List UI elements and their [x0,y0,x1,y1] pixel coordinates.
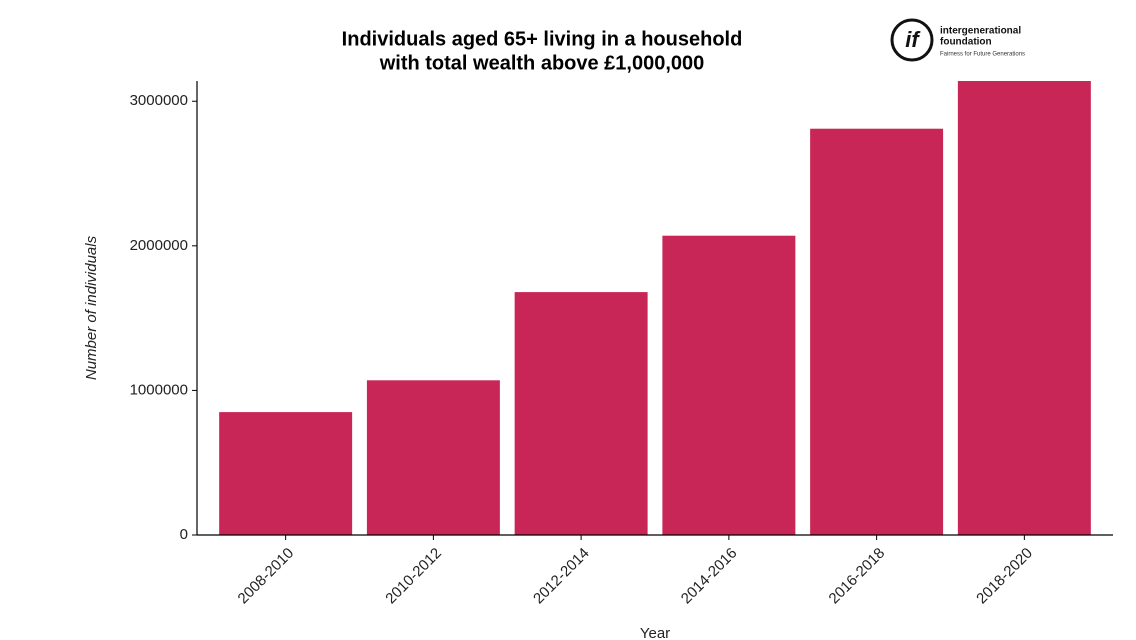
chart-title: with total wealth above £1,000,000 [379,52,705,74]
chart-title: Individuals aged 65+ living in a househo… [342,28,743,50]
bar [957,81,1091,535]
logo-name: foundation [940,37,992,48]
logo-tagline: Fairness for Future Generations [940,52,1025,58]
x-tick-label: 2016-2018 [826,545,889,608]
bar [219,412,353,535]
x-axis-label: Year [640,625,670,640]
bar [366,380,500,535]
logo-circle [890,18,934,62]
x-tick-label: 2018-2020 [973,545,1036,608]
y-axis-label: Number of individuals [83,235,100,380]
y-tick-label: 3000000 [130,92,188,109]
y-tick-label: 1000000 [130,381,188,398]
bar [514,292,648,535]
x-tick-label: 2008-2010 [235,545,298,608]
x-tick-label: 2012-2014 [530,545,593,608]
bar [662,235,796,535]
x-tick-label: 2010-2012 [382,545,445,608]
logo-mark: if [905,27,921,52]
logo-name: intergenerational [940,26,1021,37]
logo: if intergenerational foundation Fairness… [890,18,1025,62]
bar [810,128,944,535]
x-tick-label: 2014-2016 [678,545,741,608]
y-tick-label: 0 [180,526,188,543]
y-tick-label: 2000000 [130,237,188,254]
